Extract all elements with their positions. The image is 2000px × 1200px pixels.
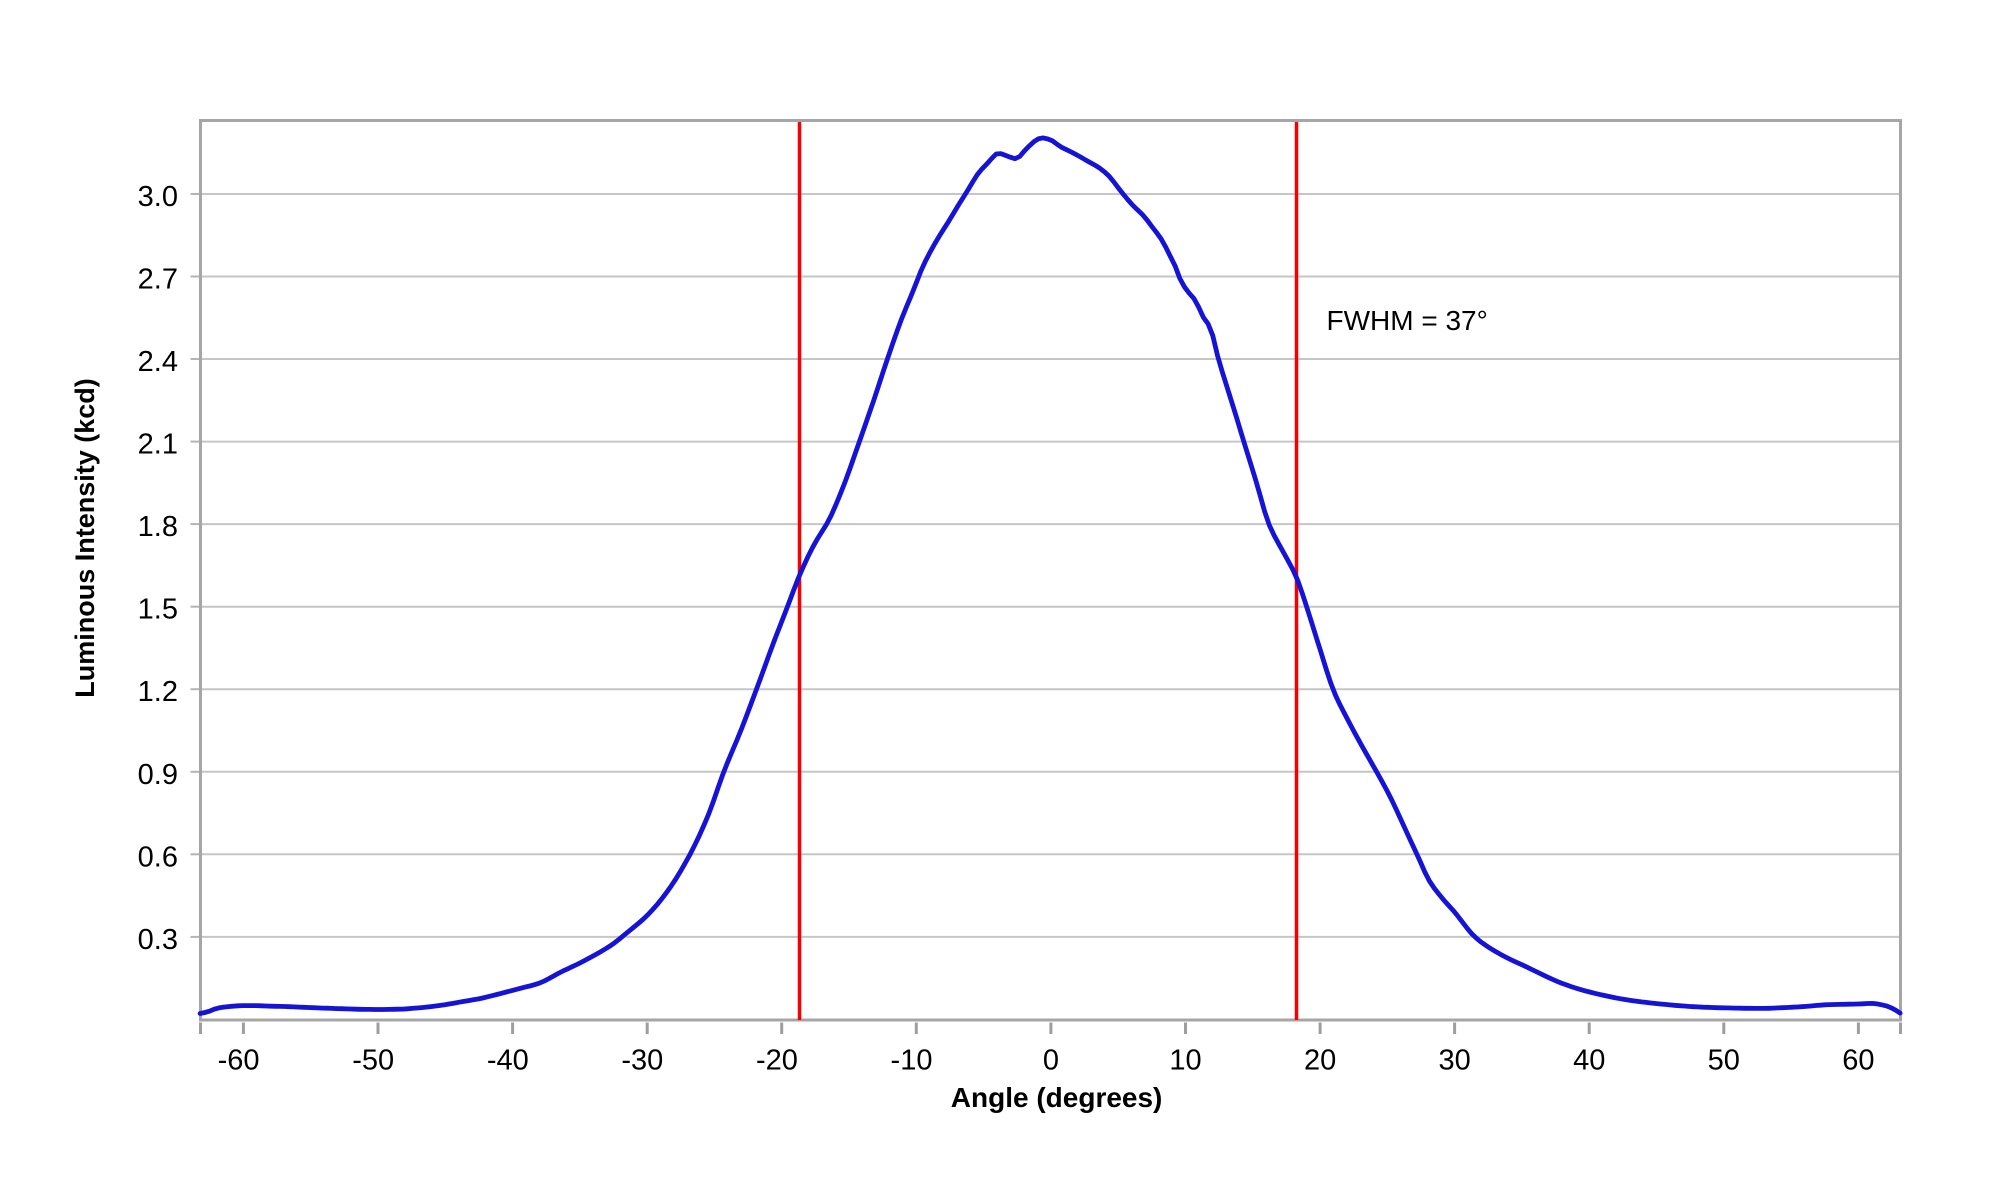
svg-text:2.1: 2.1 — [138, 429, 178, 461]
svg-text:Luminous Intensity (kcd): Luminous Intensity (kcd) — [70, 378, 100, 698]
svg-text:0.9: 0.9 — [138, 759, 178, 791]
svg-text:3.0: 3.0 — [138, 181, 178, 213]
svg-text:0.3: 0.3 — [138, 924, 178, 956]
svg-text:50: 50 — [1708, 1044, 1740, 1076]
svg-text:0.6: 0.6 — [138, 841, 178, 873]
svg-text:20: 20 — [1304, 1044, 1336, 1076]
svg-text:-40: -40 — [487, 1044, 529, 1076]
svg-text:-10: -10 — [891, 1044, 933, 1076]
svg-text:30: 30 — [1438, 1044, 1470, 1076]
svg-text:-20: -20 — [756, 1044, 798, 1076]
svg-text:1.5: 1.5 — [138, 594, 178, 626]
svg-text:2.7: 2.7 — [138, 264, 178, 296]
svg-text:60: 60 — [1842, 1044, 1874, 1076]
svg-text:Angle (degrees): Angle (degrees) — [951, 1082, 1163, 1113]
svg-text:1.8: 1.8 — [138, 511, 178, 543]
svg-text:0: 0 — [1043, 1044, 1059, 1076]
svg-text:FWHM = 37°: FWHM = 37° — [1327, 305, 1488, 336]
svg-text:1.2: 1.2 — [138, 676, 178, 708]
svg-text:-50: -50 — [352, 1044, 394, 1076]
svg-text:10: 10 — [1169, 1044, 1201, 1076]
svg-text:-60: -60 — [218, 1044, 260, 1076]
svg-text:-30: -30 — [621, 1044, 663, 1076]
svg-text:2.4: 2.4 — [138, 346, 178, 378]
svg-text:40: 40 — [1573, 1044, 1605, 1076]
